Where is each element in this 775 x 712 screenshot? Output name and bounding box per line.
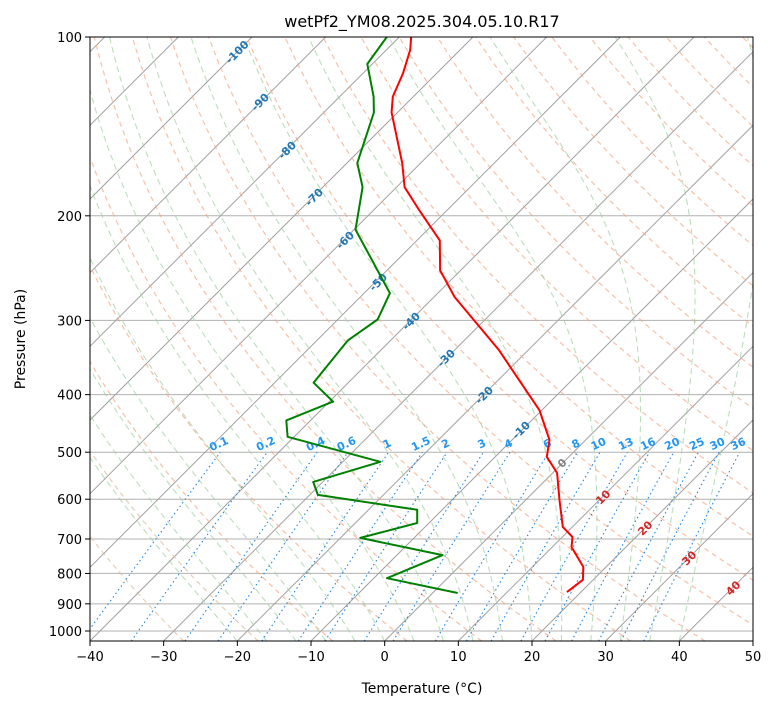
x-tick-label: 20 xyxy=(524,650,541,665)
x-tick-label: 0 xyxy=(381,650,389,665)
chart-title: wetPf2_YM08.2025.304.05.10.R17 xyxy=(284,12,559,32)
y-tick-label: 1000 xyxy=(49,625,82,640)
x-tick-label: 40 xyxy=(671,650,688,665)
y-tick-label: 400 xyxy=(57,389,82,404)
y-tick-label: 300 xyxy=(57,314,82,329)
y-tick-label: 500 xyxy=(57,446,82,461)
x-axis-label: Temperature (°C) xyxy=(361,681,483,697)
x-tick-label: −20 xyxy=(224,650,251,665)
y-tick-label: 600 xyxy=(57,493,82,508)
x-tick-label: −30 xyxy=(150,650,177,665)
y-tick-label: 100 xyxy=(57,31,82,46)
x-tick-label: −10 xyxy=(297,650,324,665)
x-tick-label: 10 xyxy=(450,650,467,665)
y-tick-label: 800 xyxy=(57,567,82,582)
y-tick-label: 200 xyxy=(57,210,82,225)
x-tick-label: 30 xyxy=(597,650,614,665)
y-tick-label: 900 xyxy=(57,598,82,613)
y-axis-label: Pressure (hPa) xyxy=(13,289,29,389)
y-tick-label: 700 xyxy=(57,533,82,548)
x-tick-label: −40 xyxy=(76,650,103,665)
x-tick-label: 50 xyxy=(745,650,762,665)
